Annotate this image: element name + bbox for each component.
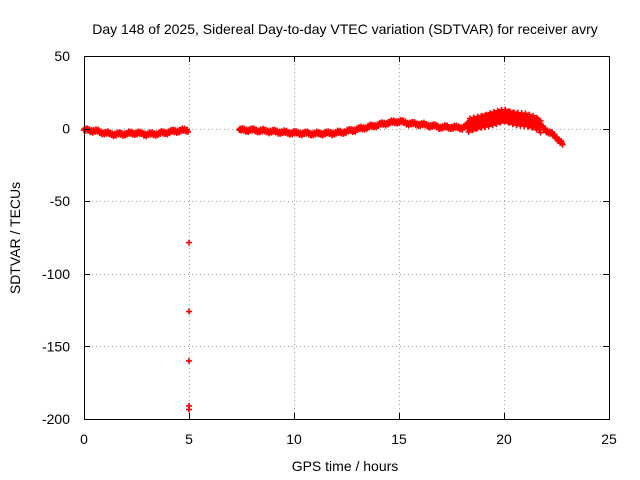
- data-point: [485, 123, 492, 130]
- x-tick-label: 0: [80, 431, 88, 447]
- y-tick-label: -200: [42, 411, 70, 427]
- y-tick-label: -50: [50, 193, 70, 209]
- outlier-point: [186, 239, 192, 246]
- y-tick-label: -150: [42, 338, 70, 354]
- plot-frame: [84, 56, 610, 420]
- data-points: [81, 106, 566, 413]
- y-axis-label: SDTVAR / TECUs: [7, 182, 23, 294]
- y-tick-label: 50: [54, 48, 70, 64]
- data-point: [482, 124, 489, 131]
- data-point: [537, 117, 544, 124]
- data-point: [559, 141, 566, 148]
- axis-ticks: 0 5 10 15 20 25 50 0 -50 -100 -150 -200: [42, 48, 617, 447]
- data-point: [184, 128, 191, 135]
- x-axis-label: GPS time / hours: [292, 458, 399, 474]
- x-tick-label: 10: [286, 431, 302, 447]
- x-tick-label: 25: [601, 431, 617, 447]
- y-tick-label: 0: [62, 121, 70, 137]
- chart-title: Day 148 of 2025, Sidereal Day-to-day VTE…: [92, 21, 598, 37]
- x-tick-label: 5: [185, 431, 193, 447]
- grid-lines: [84, 56, 609, 419]
- data-point: [537, 129, 544, 136]
- data-point: [489, 122, 496, 129]
- x-tick-label: 15: [391, 431, 407, 447]
- y-tick-label: -100: [42, 266, 70, 282]
- outlier-point: [186, 308, 192, 315]
- outlier-point: [186, 357, 192, 364]
- outlier-point: [186, 406, 192, 413]
- x-tick-label: 20: [496, 431, 512, 447]
- data-point: [522, 110, 529, 117]
